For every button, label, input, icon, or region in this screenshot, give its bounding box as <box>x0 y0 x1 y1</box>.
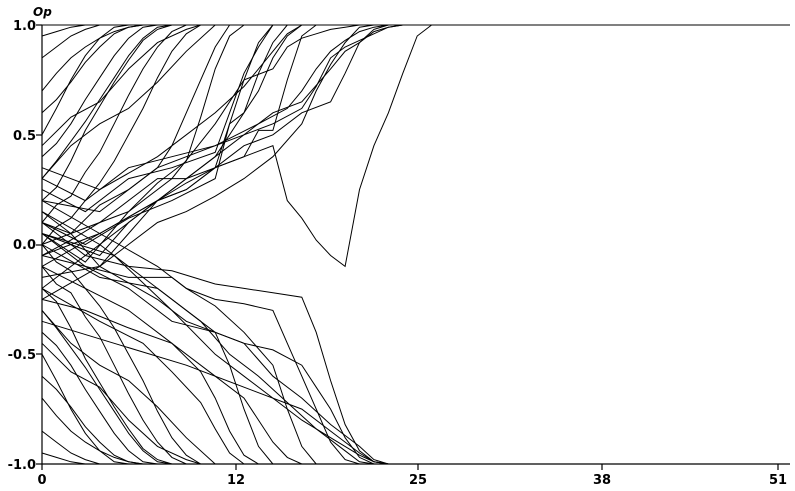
series-line-38 <box>41 342 201 465</box>
x-tick-label: 38 <box>593 473 611 488</box>
series-line-15 <box>41 24 331 267</box>
series-line-14 <box>41 24 303 246</box>
series-line-48 <box>41 211 374 465</box>
series-line-41 <box>41 222 389 465</box>
series-line-2 <box>41 24 115 59</box>
y-tick-label: 0.5 <box>13 129 36 144</box>
y-tick-label: -1.0 <box>8 458 36 473</box>
x-tick-label: 0 <box>37 473 46 488</box>
y-tick-labels: 1.0 0.5 0.0 -0.5 -1.0 <box>8 19 36 473</box>
series-line-49 <box>41 287 245 465</box>
series-line-42 <box>41 265 389 465</box>
series-line-28 <box>41 354 129 465</box>
series-line-4 <box>41 24 187 223</box>
series-line-46 <box>41 265 259 465</box>
series-line-50 <box>41 233 389 465</box>
series-line-17 <box>41 24 403 245</box>
series-line-43 <box>41 298 303 465</box>
series-line-40 <box>41 255 360 465</box>
series-line-26 <box>41 24 201 147</box>
series-line-18 <box>41 24 403 213</box>
series-line-30 <box>41 310 172 465</box>
series-line-31 <box>41 266 187 465</box>
x-tick-label: 25 <box>409 473 427 488</box>
series-line-13 <box>41 24 274 213</box>
series-line-6 <box>41 24 144 114</box>
y-tick-label: 1.0 <box>13 19 36 34</box>
series-line-20 <box>41 24 432 268</box>
series-line-5 <box>41 24 173 201</box>
series-line-35 <box>41 244 201 465</box>
axes <box>36 24 790 470</box>
series-line-24 <box>41 24 389 202</box>
series-line-8 <box>41 24 201 245</box>
series-line-11 <box>41 24 245 256</box>
series-line-45 <box>41 200 317 465</box>
x-tick-label: 51 <box>769 473 787 488</box>
series-line-36 <box>41 331 158 465</box>
series-line-39 <box>41 233 375 465</box>
series-line-37 <box>41 310 216 465</box>
x-tick-labels: 0 12 25 38 51 <box>37 473 787 488</box>
x-tick-label: 12 <box>227 473 245 488</box>
series-line-9 <box>41 24 158 158</box>
series-line-10 <box>41 24 231 235</box>
series-line-32 <box>41 288 173 465</box>
y-axis-label: Op <box>33 5 52 19</box>
series-line-21 <box>41 24 374 263</box>
series-line-7 <box>41 24 100 37</box>
series-line-34 <box>41 452 100 465</box>
series-line-33 <box>41 375 144 465</box>
series-line-25 <box>41 24 216 179</box>
series-line-12 <box>41 24 274 257</box>
y-tick-label: -0.5 <box>8 348 36 363</box>
series-line-47 <box>41 320 389 465</box>
series-line-23 <box>41 24 374 300</box>
series-line-16 <box>41 24 303 191</box>
series-layer <box>41 24 790 465</box>
series-line-3 <box>41 24 172 179</box>
series-line-44 <box>41 244 274 465</box>
series-line-1 <box>41 24 129 136</box>
y-tick-label: 0.0 <box>13 238 36 253</box>
